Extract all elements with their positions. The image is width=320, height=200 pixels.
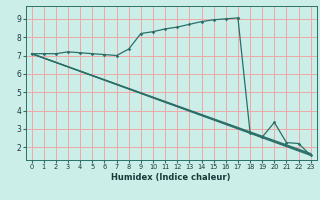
X-axis label: Humidex (Indice chaleur): Humidex (Indice chaleur) xyxy=(111,173,231,182)
